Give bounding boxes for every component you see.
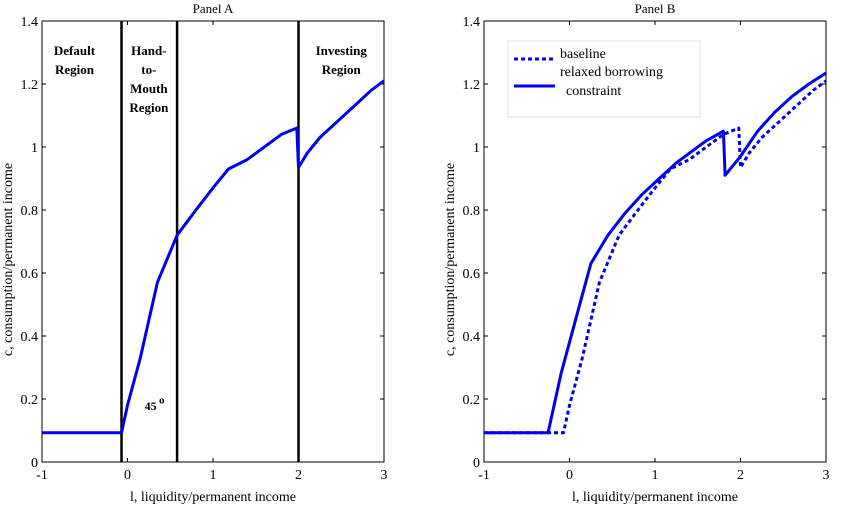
y-tick-label: 0.8 xyxy=(21,204,39,219)
y-tick-label: 1.2 xyxy=(463,78,481,93)
x-tick-label: 2 xyxy=(737,468,744,483)
series-line-1 xyxy=(484,71,827,435)
y-tick-label: 0.2 xyxy=(21,393,39,408)
x-tick-label: 0 xyxy=(124,468,131,483)
region-label: Region xyxy=(129,100,169,115)
y-tick-label: 0.4 xyxy=(21,330,39,345)
region-label: Default xyxy=(54,43,96,58)
region-label: to- xyxy=(141,62,156,77)
plot-frame xyxy=(41,20,385,463)
region-label: Region xyxy=(55,62,95,77)
x-tick-label: -1 xyxy=(478,468,490,483)
legend-box xyxy=(507,40,701,118)
y-tick-label: 1.4 xyxy=(463,15,481,30)
y-tick-label: 0.6 xyxy=(21,267,39,282)
region-label: Region xyxy=(322,62,362,77)
region-label: Mouth xyxy=(130,81,168,96)
y-tick-label: 0 xyxy=(473,456,480,471)
x-tick-label: 0 xyxy=(566,468,573,483)
degree-mark: o xyxy=(159,395,165,407)
legend-label-1: relaxed borrowing xyxy=(560,65,663,80)
y-tick-label: 0.6 xyxy=(463,267,481,282)
legend-label-1: constraint xyxy=(566,84,621,99)
x-tick-label: 1 xyxy=(210,468,217,483)
y-axis-label: c, consumption/permanent income xyxy=(443,163,458,356)
series-line-0 xyxy=(484,79,827,435)
y-tick-label: 1 xyxy=(473,141,480,156)
legend-label-0: baseline xyxy=(560,47,606,62)
x-axis-label: l, liquidity/permanent income xyxy=(130,490,296,505)
x-tick-label: 3 xyxy=(823,468,830,483)
x-tick-label: -1 xyxy=(36,468,48,483)
y-tick-label: 1.4 xyxy=(21,15,39,30)
region-label: Investing xyxy=(316,43,368,58)
angle-annotation: 45 xyxy=(145,399,157,413)
y-tick-label: 0.8 xyxy=(463,204,481,219)
y-tick-label: 0.2 xyxy=(463,393,481,408)
x-tick-label: 2 xyxy=(295,468,302,483)
x-axis-label: l, liquidity/permanent income xyxy=(572,490,738,505)
y-tick-label: 1 xyxy=(31,141,38,156)
x-tick-label: 3 xyxy=(381,468,388,483)
series-line-0 xyxy=(42,79,385,435)
y-tick-label: 1.2 xyxy=(21,78,39,93)
y-tick-label: 0 xyxy=(31,456,38,471)
y-tick-label: 0.4 xyxy=(463,330,481,345)
chart-title: Panel B xyxy=(635,1,676,16)
region-label: Hand- xyxy=(131,43,166,58)
x-tick-label: 1 xyxy=(652,468,659,483)
y-axis-label: c, consumption/permanent income xyxy=(1,163,16,356)
chart-title: Panel A xyxy=(193,1,234,16)
